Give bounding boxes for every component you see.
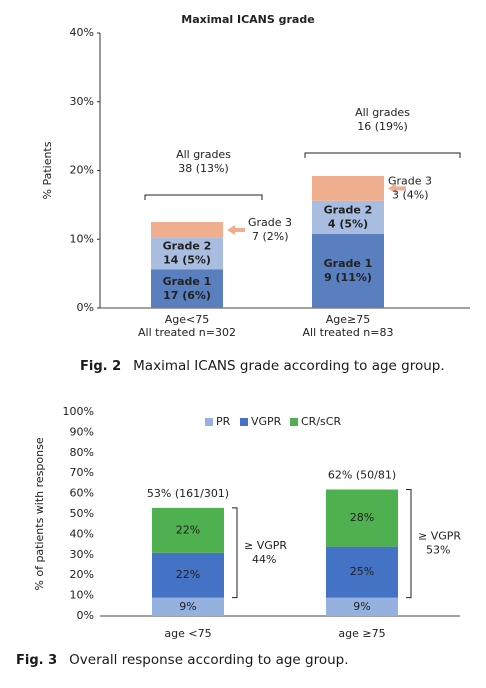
y-tick-label: 100%: [63, 405, 94, 418]
bar-segment: [151, 269, 223, 308]
legend-label: VGPR: [251, 415, 282, 428]
bar-segment: [312, 176, 384, 201]
y-tick-label: 80%: [70, 446, 94, 459]
value-label: 28%: [350, 511, 374, 524]
y-tick-label: 10%: [70, 589, 94, 602]
bracket-label: 53%: [426, 544, 450, 557]
x-tick-note: All treated n=83: [303, 326, 394, 339]
value-label: 22%: [176, 523, 200, 536]
arrow: [227, 224, 245, 235]
y-tick-label: 90%: [70, 425, 94, 438]
series-name: Grade 1: [163, 275, 212, 288]
y-tick-label: 20%: [70, 164, 94, 177]
legend-swatch: [205, 418, 213, 426]
legend-swatch: [240, 418, 248, 426]
y-tick-label: 0%: [77, 609, 94, 622]
legend-label: PR: [216, 415, 231, 428]
value-label: 25%: [350, 565, 374, 578]
value-label: 9 (11%): [324, 271, 372, 284]
caption: Fig. 2 Maximal ICANS grade according to a…: [80, 358, 445, 374]
y-axis-label: % Patients: [41, 141, 54, 199]
bar-segment: [151, 222, 223, 238]
y-tick-label: 60%: [70, 487, 94, 500]
value-label: 14 (5%): [163, 254, 211, 267]
bar-segment: [152, 507, 224, 553]
bar-segment: [326, 546, 398, 598]
series-name: Grade 2: [163, 240, 212, 253]
bar-segment: [326, 489, 398, 547]
bar-segment: [312, 233, 384, 308]
total-name: All grades: [176, 148, 231, 161]
bracket-name: ≥ VGPR: [418, 530, 461, 543]
caption-label: Fig. 2: [80, 359, 121, 374]
value-label: 9%: [353, 600, 370, 613]
series-name: Grade 3: [388, 174, 432, 187]
value-label: 9%: [179, 600, 196, 613]
total-label: 16 (19%): [357, 120, 408, 133]
caption: Fig. 3 Overall response according to age …: [16, 652, 349, 668]
series-name: Grade 2: [324, 203, 373, 216]
y-tick-label: 10%: [70, 232, 94, 245]
y-tick-label: 50%: [70, 507, 94, 520]
caption-text: Maximal ICANS grade according to age gro…: [133, 358, 445, 374]
x-tick-label: Age<75: [165, 313, 210, 326]
value-label: 17 (6%): [163, 289, 211, 302]
legend-swatch: [290, 418, 298, 426]
bar-segment: [312, 200, 384, 234]
total-label: 62% (50/81): [328, 469, 396, 482]
bar-segment: [326, 597, 398, 616]
y-axis-label: % of patients with response: [33, 437, 46, 590]
bar-segment: [152, 552, 224, 598]
value-label: 7 (2%): [252, 230, 289, 243]
value-label: 22%: [176, 568, 200, 581]
y-tick-label: 20%: [70, 568, 94, 581]
x-tick-label: Age≥75: [326, 313, 371, 326]
series-name: Grade 1: [324, 257, 373, 270]
total-label: 53% (161/301): [147, 487, 229, 500]
series-name: Grade 3: [248, 216, 292, 229]
bar-segment: [151, 237, 223, 270]
arrow: [388, 183, 406, 194]
bar-segment: [152, 597, 224, 616]
value-label: 4 (5%): [328, 217, 368, 230]
y-tick-label: 70%: [70, 466, 94, 479]
value-label: 3 (4%): [392, 188, 429, 201]
x-tick-label: age <75: [164, 627, 211, 640]
y-tick-label: 40%: [70, 527, 94, 540]
y-tick-label: 40%: [70, 26, 94, 39]
total-label: 38 (13%): [178, 162, 229, 175]
bracket: [406, 489, 412, 599]
chart-title: Maximal ICANS grade: [181, 13, 314, 26]
legend-label: CR/sCR: [301, 415, 341, 428]
bracket-name: ≥ VGPR: [244, 539, 287, 552]
bracket: [144, 194, 263, 200]
y-tick-label: 0%: [77, 301, 94, 314]
total-name: All grades: [355, 106, 410, 119]
y-tick-label: 30%: [70, 95, 94, 108]
bracket: [304, 152, 461, 158]
bracket: [232, 507, 238, 599]
y-tick-label: 30%: [70, 548, 94, 561]
caption-label: Fig. 3: [16, 653, 57, 668]
x-tick-note: All treated n=302: [138, 326, 236, 339]
caption-text: Overall response according to age group.: [69, 652, 348, 668]
x-tick-label: age ≥75: [338, 627, 385, 640]
bracket-label: 44%: [252, 553, 276, 566]
